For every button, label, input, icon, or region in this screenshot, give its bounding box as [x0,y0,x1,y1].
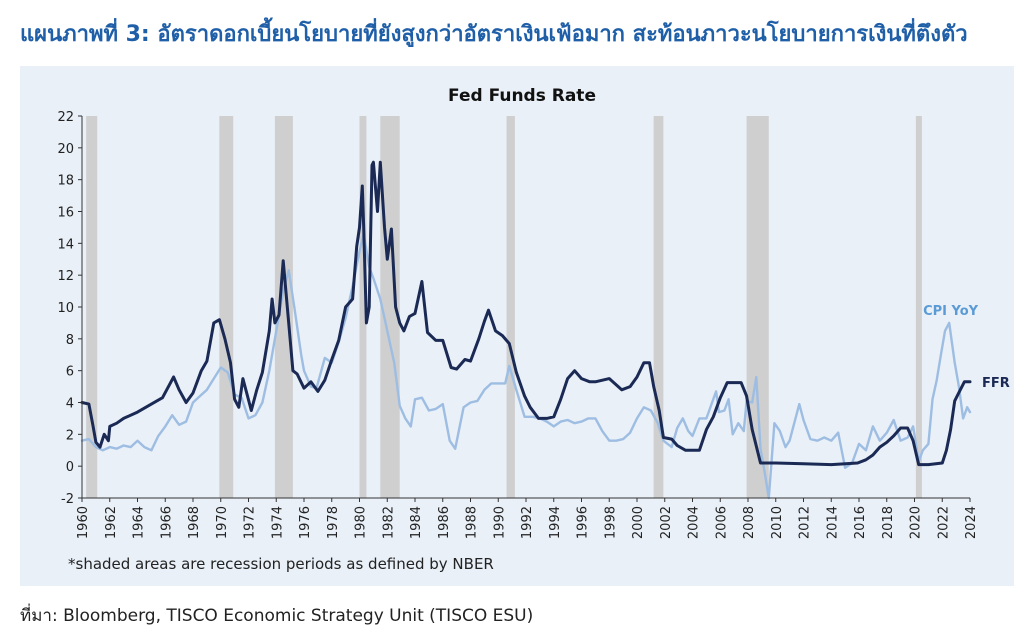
recession-bands [86,116,922,498]
recession-band-6 [653,116,664,498]
y-tick-label-14: 14 [57,237,74,252]
x-tick-label-2020: 2020 [909,506,924,539]
recession-band-1 [219,116,234,498]
y-tick-label-8: 8 [66,333,74,348]
x-tick-label-2024: 2024 [964,506,979,539]
y-tick-label-2: 2 [66,428,74,443]
x-tick-label-2014: 2014 [825,506,840,539]
x-tick-label-2006: 2006 [714,506,729,539]
y-tick-label-18: 18 [57,174,74,189]
y-tick-label-0: 0 [66,460,74,475]
x-tick-label-2002: 2002 [659,506,674,539]
recession-band-7 [746,116,769,498]
y-tick-label-20: 20 [57,142,74,157]
x-tick-label-1976: 1976 [298,506,313,539]
recession-note: *shaded areas are recession periods as d… [68,555,494,573]
recession-band-0 [86,116,98,498]
series-labels: CPI YoY FFR [923,304,1010,391]
fed-funds-chart: Fed Funds Rate -202468101214161820221960… [57,86,1010,573]
x-tick-label-1962: 1962 [104,506,119,539]
x-tick-label-1998: 1998 [603,506,618,539]
series-line-ffr [80,160,972,467]
series-layer [80,160,972,500]
x-tick-label-1964: 1964 [132,506,147,539]
recession-band-8 [915,116,922,498]
y-tick-label-12: 12 [57,269,74,284]
x-tick-label-1992: 1992 [520,506,535,539]
x-tick-label-1994: 1994 [548,506,563,539]
recession-band-4 [380,116,400,498]
chart-title: Fed Funds Rate [448,86,596,106]
y-tick-label-22: 22 [57,110,74,125]
x-tick-label-2000: 2000 [631,506,646,539]
header-title: แผนภาพที่ 3: อัตราดอกเบี้ยนโยบายที่ยังสู… [20,22,968,47]
x-tick-label-1984: 1984 [409,506,424,539]
x-tick-label-2022: 2022 [936,506,951,539]
x-tick-label-1966: 1966 [159,506,174,539]
x-tick-label-1986: 1986 [437,506,452,539]
x-tick-label-1990: 1990 [492,506,507,539]
y-tick-label--2: -2 [61,492,74,507]
series-line-cpi-yoy [80,232,972,500]
chart-panel [20,66,1014,586]
x-tick-label-2004: 2004 [687,506,702,539]
y-tick-label-10: 10 [57,301,74,316]
x-tick-label-2012: 2012 [798,506,813,539]
y-tick-label-16: 16 [57,206,74,221]
x-tick-label-2016: 2016 [853,506,868,539]
recession-band-3 [359,116,367,498]
x-tick-label-1974: 1974 [270,506,285,539]
source-footer: ที่มา: Bloomberg, TISCO Economic Strateg… [20,606,534,626]
x-tick-label-2018: 2018 [881,506,896,539]
series-label-cpi-yoy: CPI YoY [923,304,979,319]
x-tick-label-1996: 1996 [576,506,591,539]
x-tick-label-1980: 1980 [354,506,369,539]
x-tick-label-1968: 1968 [187,506,202,539]
x-tick-label-2010: 2010 [770,506,785,539]
x-tick-label-2008: 2008 [742,506,757,539]
recession-band-5 [506,116,515,498]
recession-band-2 [274,116,293,498]
x-tick-label-1978: 1978 [326,506,341,539]
y-tick-label-6: 6 [66,365,74,380]
x-tick-label-1988: 1988 [465,506,480,539]
header-bar: แผนภาพที่ 3: อัตราดอกเบี้ยนโยบายที่ยังสู… [0,0,1024,66]
y-tick-label-4: 4 [66,397,74,412]
series-label-ffr: FFR [982,376,1010,391]
x-tick-label-1982: 1982 [381,506,396,539]
x-tick-label-1972: 1972 [243,506,258,539]
x-tick-label-1970: 1970 [215,506,230,539]
x-tick-label-1960: 1960 [76,506,91,539]
